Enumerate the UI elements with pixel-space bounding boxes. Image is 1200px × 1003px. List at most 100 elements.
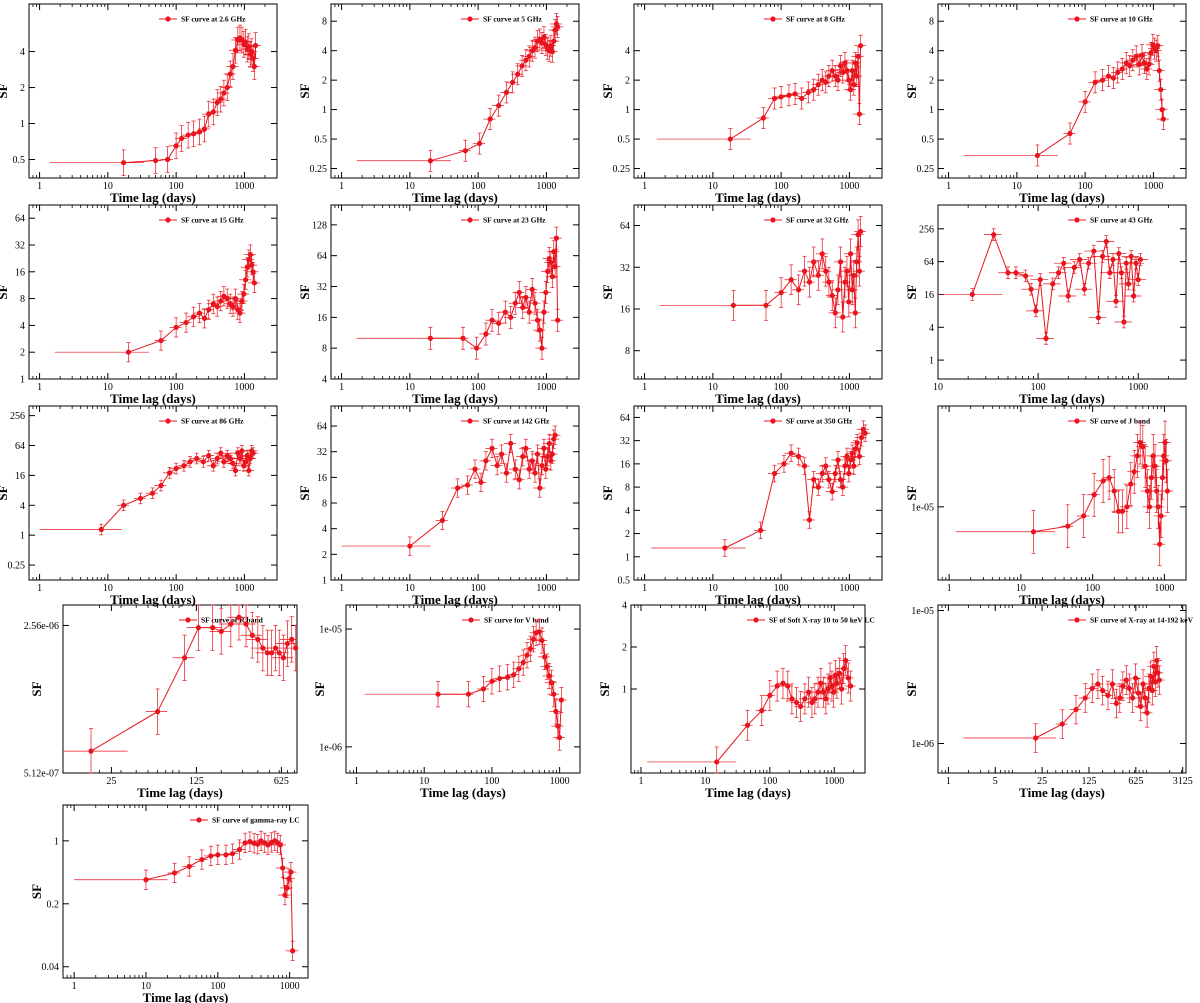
y-tick-label: 2 (322, 76, 327, 87)
data-point (862, 430, 868, 436)
data-point (778, 290, 784, 296)
y-tick-label: 128 (312, 220, 327, 231)
y-tick-label: 4 (322, 524, 327, 535)
data-point (795, 453, 802, 459)
data-point (759, 708, 765, 714)
data-point (553, 708, 559, 714)
data-point (520, 304, 526, 311)
data-point (214, 99, 220, 106)
data-point (210, 301, 216, 307)
data-point (1156, 677, 1162, 683)
x-tick-label: 10 (419, 776, 429, 787)
data-point (1123, 60, 1129, 66)
x-axis-label: Time lag (days) (1019, 391, 1105, 406)
data-point (182, 655, 188, 661)
data-point (1110, 256, 1116, 263)
data-point (483, 331, 489, 337)
y-tick-label: 0.25 (917, 164, 935, 175)
x-tick-label: 1 (339, 181, 344, 192)
data-point (806, 279, 813, 285)
data-point (1111, 488, 1117, 494)
data-point (158, 482, 164, 489)
data-point (551, 38, 557, 44)
legend-label: SF curve of J band (1090, 417, 1151, 426)
data-point (520, 454, 526, 460)
data-point (829, 68, 835, 74)
x-axis-label: Time lag (days) (412, 391, 498, 406)
data-point (1013, 270, 1019, 276)
data-point (526, 466, 532, 472)
data-point (812, 696, 818, 702)
data-point (551, 249, 557, 255)
data-point (1133, 675, 1139, 681)
legend-marker (770, 217, 776, 223)
y-tick-label: 32 (620, 263, 630, 274)
data-point (246, 467, 252, 474)
data-point (282, 892, 288, 898)
data-point (498, 451, 505, 457)
x-tick-label: 100 (1085, 583, 1100, 594)
y-axis-label: SF (297, 83, 312, 98)
data-point (1034, 152, 1041, 159)
chart-panel-16: 1 5 25 125 625 3125 1e-06 1e-05 Time lag (days) S… (904, 604, 1194, 800)
data-point (767, 692, 773, 698)
x-tick-label: 3125 (1173, 776, 1193, 787)
data-point (241, 291, 247, 297)
data-point (1131, 469, 1137, 475)
data-point (502, 309, 508, 315)
data-point (1155, 504, 1161, 510)
data-point (851, 82, 857, 88)
data-point (1144, 66, 1150, 72)
chart-panel-4: 1 10 100 1000 0.25 0.5 1 2 4 8 Time lag (days) SF SF… (904, 3, 1187, 205)
legend-marker (770, 418, 776, 424)
chart-panel-10: 1 10 100 1000 1 2 4 8 16 32 64 Time lag (days) SF SF … (297, 405, 580, 607)
data-point (125, 349, 132, 355)
data-point (218, 96, 224, 102)
x-tick-label: 1000 (234, 181, 254, 192)
legend-label: SF curve at 2.6 GHz (181, 15, 246, 24)
y-axis-label: SF (597, 681, 612, 696)
data-point (165, 156, 171, 163)
plot-frame (345, 604, 581, 774)
x-axis-label: Time lag (days) (715, 592, 801, 607)
data-point (549, 451, 555, 457)
y-tick-label: 256 (919, 224, 934, 235)
data-point (1089, 685, 1095, 691)
data-point (454, 485, 461, 491)
data-point (1146, 61, 1152, 67)
data-point (829, 683, 835, 689)
data-point (539, 462, 545, 469)
data-point (247, 251, 253, 258)
y-tick-label: 1 (322, 105, 327, 116)
x-tick-label: 125 (189, 776, 204, 787)
plot-frame (330, 204, 580, 380)
data-point (503, 89, 510, 95)
data-point (539, 637, 545, 644)
legend-label: SF curve of X-ray at 14-192 keV (1090, 616, 1194, 625)
chart-panel-11: 1 10 100 1000 0.5 1 2 4 8 16 32 64 Time lag (days) SF… (600, 405, 883, 607)
y-tick-label: 16 (317, 313, 327, 324)
data-point (1106, 475, 1112, 481)
data-point (496, 102, 502, 109)
y-tick-label: 4 (20, 321, 25, 332)
data-point (277, 842, 283, 848)
data-point (249, 262, 255, 268)
data-point (844, 453, 850, 459)
y-tick-label: 0.5 (922, 135, 935, 146)
data-point (1149, 687, 1155, 694)
data-point (858, 228, 864, 235)
data-point (832, 470, 838, 477)
data-point (232, 467, 239, 474)
y-axis-label: SF (0, 83, 10, 98)
y-tick-label: 1e-05 (911, 502, 934, 513)
data-point (789, 696, 795, 702)
data-point (1142, 463, 1148, 469)
data-point (489, 317, 495, 323)
data-point (460, 335, 466, 341)
data-point (280, 655, 287, 661)
data-point (152, 157, 159, 164)
x-tick-label: 25 (106, 776, 116, 787)
data-point (855, 53, 861, 59)
data-point (201, 315, 208, 321)
data-point (832, 310, 838, 316)
